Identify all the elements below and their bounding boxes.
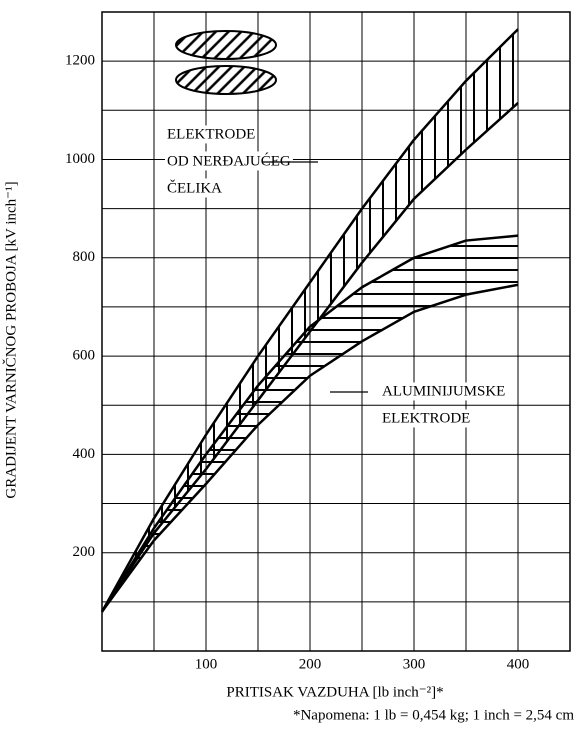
plot-frame	[101, 11, 571, 652]
band-label: ELEKTRODE	[167, 126, 255, 142]
band-label: ALUMINIJUMSKE	[382, 383, 505, 399]
y-tick-label: 600	[73, 348, 96, 364]
label-bg	[380, 409, 473, 428]
x-tick-label: 400	[507, 656, 530, 672]
label-bg	[165, 178, 225, 198]
band-label: OD NERĐAJUĆEG	[167, 152, 291, 169]
y-tick-label: 800	[73, 249, 96, 265]
x-tick-label: 100	[195, 656, 218, 672]
y-tick-label: 1200	[65, 53, 95, 69]
y-tick-label: 200	[73, 544, 96, 560]
y-tick-label: 400	[73, 446, 96, 462]
x-axis-label: PRITISAK VAZDUHA [lb inch⁻²]*	[226, 684, 443, 700]
y-tick-label: 1000	[65, 151, 95, 167]
y-axis-label: GRADIJENT VARNIČNOG PROBOJA [kV inch⁻¹]	[2, 181, 19, 498]
band-label: ČELIKA	[167, 179, 222, 196]
x-tick-label: 200	[299, 656, 322, 672]
x-tick-label: 300	[403, 656, 426, 672]
band-label: ELEKTRODE	[382, 410, 470, 426]
label-bg	[165, 125, 258, 144]
note: *Napomena: 1 lb = 0,454 kg; 1 inch = 2,5…	[293, 707, 574, 723]
band-lower-line	[100, 283, 519, 613]
band-upper-line	[100, 28, 519, 613]
legend-icons	[175, 30, 277, 95]
band-upper-line	[100, 234, 519, 613]
band-fill	[102, 235, 518, 612]
label-bg	[165, 151, 293, 171]
label-bg	[380, 382, 508, 401]
